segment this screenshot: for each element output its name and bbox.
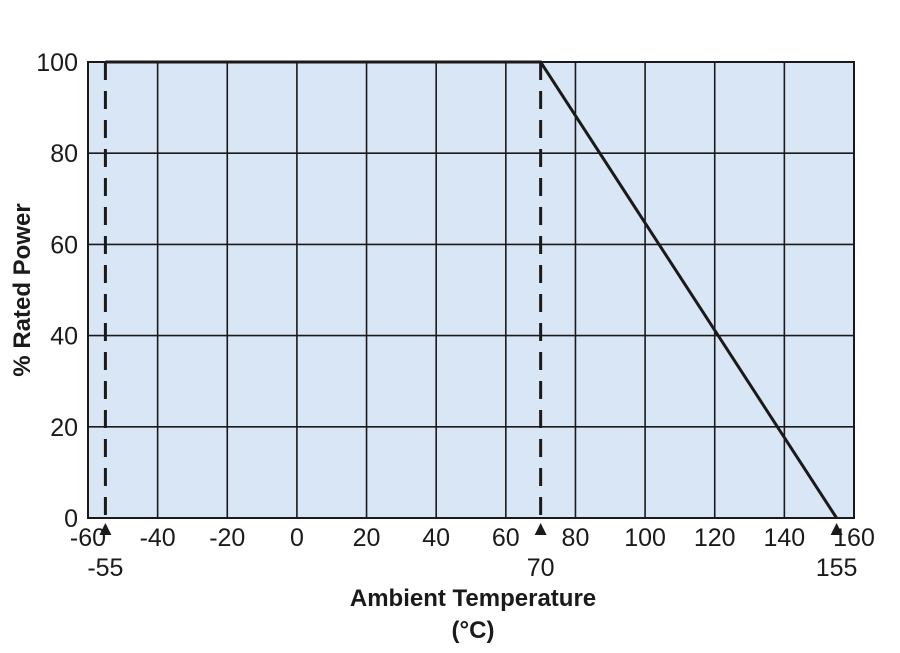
- y-tick-label-1: 20: [50, 414, 78, 442]
- x-tick-label-10: 140: [764, 524, 806, 552]
- x-tick-label-5: 40: [422, 524, 450, 552]
- plot-area: [87, 61, 855, 519]
- x-tick-label-8: 100: [624, 524, 666, 552]
- y-tick-label-0: 0: [64, 505, 78, 533]
- x-tick-label-4: 20: [353, 524, 381, 552]
- reference-lines: [103, 62, 543, 518]
- x-tick-label-2: -20: [209, 524, 245, 552]
- marker-triangle-2: [830, 523, 843, 535]
- x-axis-unit: (°C): [452, 617, 495, 644]
- marker-triangle-0: [99, 523, 112, 535]
- marker-label-2: 155: [816, 554, 858, 582]
- marker-label-1: 70: [527, 554, 555, 582]
- x-tick-label-11: 160: [833, 524, 875, 552]
- marker-triangle-1: [534, 523, 547, 535]
- x-tick-label-6: 60: [492, 524, 520, 552]
- y-tick-label-5: 100: [36, 49, 78, 77]
- x-tick-label-1: -40: [140, 524, 176, 552]
- grid-lines: [88, 62, 854, 518]
- x-axis-label: Ambient Temperature: [350, 585, 596, 612]
- marker-group: -55 70 155: [87, 523, 857, 582]
- y-axis-label: % Rated Power: [9, 203, 36, 376]
- x-tick-label-7: 80: [562, 524, 590, 552]
- y-tick-label-3: 60: [50, 231, 78, 259]
- x-tick-label-9: 120: [694, 524, 736, 552]
- x-tick-label-0: -60: [70, 524, 106, 552]
- y-tick-label-2: 40: [50, 323, 78, 351]
- marker-label-0: -55: [87, 554, 123, 582]
- y-tick-labels: 0 20 40 60 80 100: [36, 49, 78, 533]
- x-tick-label-3: 0: [290, 524, 304, 552]
- series-line-0: [105, 60, 838, 519]
- y-tick-label-4: 80: [50, 140, 78, 168]
- x-tick-labels: -60 -40 -20 0 20 40 60 80 100 120 140 160: [70, 524, 875, 552]
- series-group: [105, 60, 838, 519]
